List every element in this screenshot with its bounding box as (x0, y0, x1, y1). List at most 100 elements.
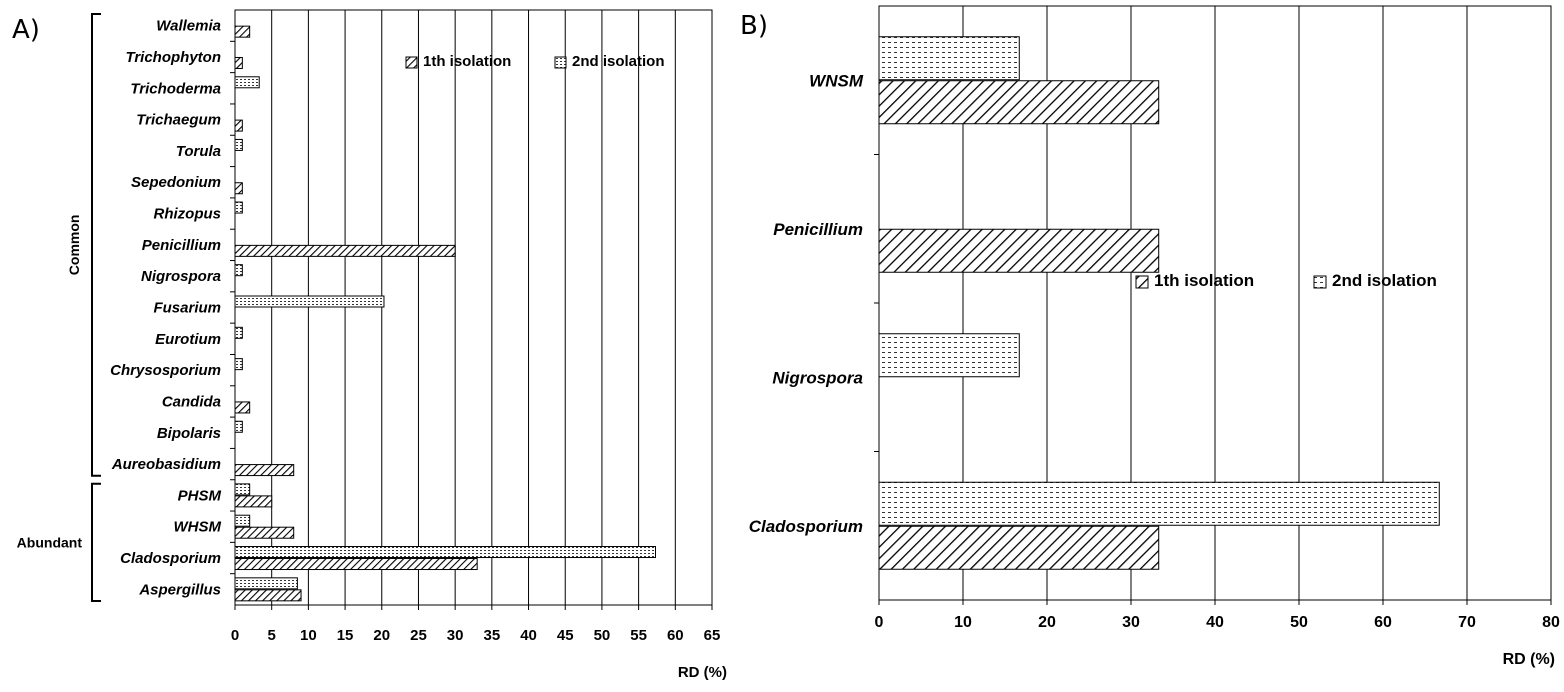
panel-a-tick-labels: 0 5 10 15 20 25 30 35 40 45 50 55 60 65 (230, 40, 721, 644)
group-bracket-abundant (91, 482, 101, 602)
x-tick-label: 80 (1542, 614, 1560, 631)
bar-eurotium-second-isolation (234, 326, 243, 339)
panel-a-category-labels: Wallemia Trichophyton Trichoderma Trichaegu… (110, 18, 221, 599)
x-tick-label: 40 (1206, 614, 1224, 631)
x-tick-label: 45 (557, 627, 574, 644)
x-tick-label: 50 (594, 627, 611, 644)
bar-phsm-second-isolation (234, 483, 251, 496)
panel-b-letter: B) (740, 11, 768, 41)
x-tick-label: 50 (1290, 614, 1308, 631)
bar-wallemia-first-isolation (234, 25, 251, 38)
x-tick-label: 70 (1458, 614, 1476, 631)
legend-label-first-isolation: 1th isolation (1154, 271, 1254, 290)
x-tick-label: 20 (373, 627, 390, 644)
x-tick-label: 25 (410, 627, 427, 644)
bar-phsm-first-isolation (234, 495, 273, 508)
category-label-wallemia: Wallemia (156, 18, 221, 35)
x-tick-label: 0 (231, 627, 239, 644)
category-label-bipolaris: Bipolaris (157, 425, 221, 442)
category-label-fusarium: Fusarium (153, 300, 221, 317)
category-label-nigrospora: Nigrospora (772, 368, 863, 387)
bar-rhizopus-second-isolation (234, 201, 243, 214)
panel-a-x-axis-label: RD (%) (678, 664, 727, 681)
category-label-phsm: PHSM (178, 487, 222, 504)
bar-aspergillus-first-isolation (234, 589, 302, 602)
bar-fusarium-second-isolation (234, 295, 385, 308)
category-label-whsm: WHSM (174, 519, 222, 536)
category-label-cladosporium: Cladosporium (749, 517, 863, 536)
category-label-sepedonium: Sepedonium (131, 174, 221, 191)
legend-swatch-second-isolation (1313, 275, 1327, 289)
panel-b-legend: 1th isolation 2nd isolation (1135, 271, 1437, 290)
category-label-trichophyton: Trichophyton (125, 49, 221, 66)
panel-b-x-axis-label: RD (%) (1503, 651, 1555, 668)
bar-cladosporium-first-isolation (878, 525, 1160, 570)
bar-nigrospora-second-isolation (878, 333, 1020, 378)
bar-sepedonium-first-isolation (234, 182, 243, 195)
bar-trichophyton-first-isolation (234, 56, 243, 69)
bar-chrysosporium-second-isolation (234, 358, 243, 371)
bar-aureobasidium-first-isolation (234, 464, 295, 477)
x-tick-label: 10 (300, 627, 317, 644)
panel-a-letter: A) (12, 15, 40, 45)
category-label-trichaegum: Trichaegum (136, 112, 221, 129)
panel-a-legend: 1th isolation 2nd isolation (405, 53, 665, 70)
x-tick-label: 5 (268, 627, 276, 644)
category-label-nigrospora: Nigrospora (141, 268, 221, 285)
category-label-torula: Torula (176, 143, 221, 160)
panel-b-category-labels: WNSM Penicillium Nigrospora Cladosporium (749, 71, 864, 536)
category-label-rhizopus: Rhizopus (154, 206, 222, 223)
bar-cladosporium-first-isolation (234, 558, 478, 571)
panel-a-group-brackets: Common Abundant (17, 13, 101, 602)
legend-swatch-first-isolation (405, 56, 418, 69)
category-label-wnsm: WNSM (809, 71, 864, 90)
bar-candida-first-isolation (234, 401, 251, 414)
x-tick-label: 30 (1122, 614, 1140, 631)
bar-trichoderma-second-isolation (234, 76, 260, 89)
bar-torula-second-isolation (234, 138, 243, 151)
group-label-common: Common (66, 215, 82, 276)
legend-swatch-first-isolation (1135, 275, 1149, 289)
category-label-aspergillus: Aspergillus (138, 581, 221, 598)
category-label-trichoderma: Trichoderma (130, 80, 221, 97)
bar-penicillium-first-isolation (878, 228, 1160, 273)
x-tick-label: 0 (875, 614, 884, 631)
x-tick-label: 40 (520, 627, 537, 644)
bar-cladosporium-second-isolation (234, 546, 656, 559)
panel-b-bars (878, 36, 1440, 570)
bar-cladosporium-second-isolation (878, 481, 1440, 526)
legend-swatch-second-isolation (554, 56, 567, 69)
panel-a-gridlines (271, 10, 676, 605)
panel-b-tick-labels: 0 10 20 30 40 50 60 70 80 (874, 154, 1560, 631)
bar-nigrospora-second-isolation (234, 264, 243, 277)
category-label-candida: Candida (162, 393, 221, 410)
x-tick-label: 60 (667, 627, 684, 644)
bar-whsm-first-isolation (234, 526, 295, 539)
bar-whsm-second-isolation (234, 514, 251, 527)
category-label-penicillium: Penicillium (773, 220, 863, 239)
group-label-abundant: Abundant (17, 534, 83, 550)
category-label-aureobasidium: Aureobasidium (111, 456, 221, 473)
panel-a-plot-frame (234, 9, 713, 606)
panel-a-bars (234, 25, 656, 602)
category-label-chrysosporium: Chrysosporium (110, 362, 221, 379)
x-tick-label: 30 (447, 627, 464, 644)
legend-label-first-isolation: 1th isolation (423, 53, 511, 70)
bar-wnsm-first-isolation (878, 80, 1160, 125)
group-bracket-common (91, 13, 101, 477)
x-tick-label: 20 (1038, 614, 1056, 631)
bar-aspergillus-second-isolation (234, 577, 298, 590)
category-label-eurotium: Eurotium (155, 331, 221, 348)
bar-trichaegum-first-isolation (234, 119, 243, 132)
bar-bipolaris-second-isolation (234, 420, 243, 433)
x-tick-label: 10 (954, 614, 972, 631)
x-tick-label: 60 (1374, 614, 1392, 631)
x-tick-label: 35 (484, 627, 501, 644)
category-label-penicillium: Penicillium (142, 237, 221, 254)
x-tick-label: 15 (337, 627, 354, 644)
panel-a: A) Wallemia Trichophyton Trichoderma Tricha… (12, 9, 727, 681)
legend-label-second-isolation: 2nd isolation (1332, 271, 1437, 290)
x-tick-label: 65 (704, 627, 721, 644)
legend-label-second-isolation: 2nd isolation (572, 53, 665, 70)
bar-penicillium-first-isolation (234, 244, 456, 257)
